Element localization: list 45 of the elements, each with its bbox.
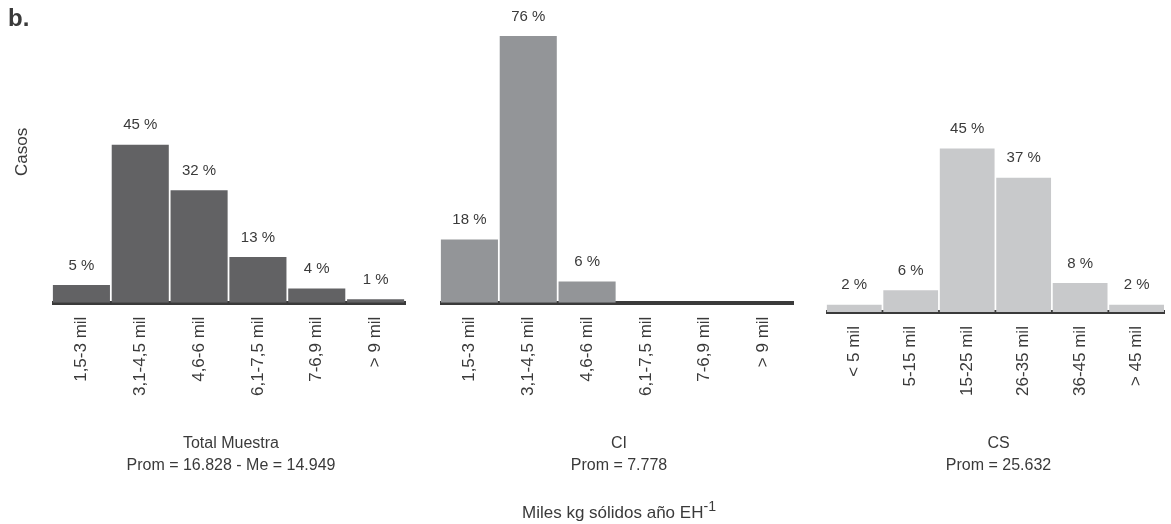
data-label: 45 % (950, 119, 985, 137)
x-tick-label: 4,6-6 mil (188, 316, 208, 382)
x-tick-label: 15-25 mil (956, 326, 976, 396)
x-tick-label: > 9 mil (753, 316, 773, 368)
x-tick-label: 36-45 mil (1069, 326, 1089, 396)
data-label: 37 % (1006, 148, 1041, 166)
x-tick-label: 3,1-4,5 mil (129, 316, 149, 397)
x-tick-label: > 45 mil (1126, 326, 1146, 387)
data-label: 2 % (1123, 275, 1150, 293)
text: Prom = 25.632 (944, 455, 1053, 475)
data-label: 32 % (181, 161, 217, 179)
x-tick-label: 7-6,9 mil (306, 316, 326, 382)
data-label: 5 % (68, 255, 95, 273)
text: Prom = 7.778 (569, 455, 669, 475)
x-axis-title: Miles kg sólidos año EH$^{-1}$ (521, 498, 717, 523)
x-tick-label: < 5 mil (843, 326, 863, 377)
x-tick-label: 26-35 mil (1013, 326, 1033, 396)
x-tick-label: 3,1-4,5 mil (517, 316, 537, 397)
data-label: 18 % (452, 210, 487, 228)
x-tick-label: > 9 mil (365, 316, 385, 368)
text: Prom = 16.828 - Me = 14.949 (125, 455, 337, 475)
bar (111, 144, 169, 303)
data-label: 76 % (511, 6, 546, 24)
x-tick-label: 1,5-3 mil (71, 316, 91, 382)
text: CI (610, 433, 628, 453)
x-tick-label: 4,6-6 mil (576, 316, 596, 382)
bar (288, 288, 346, 303)
data-label: 2 % (841, 275, 868, 293)
y-axis-title: Casos (12, 127, 32, 176)
data-label: 45 % (123, 115, 158, 133)
x-tick-label: 7-6,9 mil (694, 316, 714, 382)
x-tick-label: 1,5-3 mil (459, 316, 479, 382)
data-label: 1 % (362, 269, 389, 287)
data-label: 6 % (574, 252, 601, 270)
x-tick-label: 5-15 mil (900, 326, 920, 387)
x-tick-label: 6,1-7,5 mil (247, 316, 267, 397)
data-label: 13 % (240, 227, 276, 245)
x-tick-label: 6,1-7,5 mil (635, 316, 655, 397)
text: Total Muestra (181, 433, 280, 453)
data-label: 4 % (303, 259, 330, 277)
text: CS (986, 433, 1011, 453)
text: b. (8, 4, 30, 32)
bar (52, 285, 110, 303)
data-label: 6 % (897, 260, 924, 278)
data-label: 8 % (1067, 253, 1094, 271)
